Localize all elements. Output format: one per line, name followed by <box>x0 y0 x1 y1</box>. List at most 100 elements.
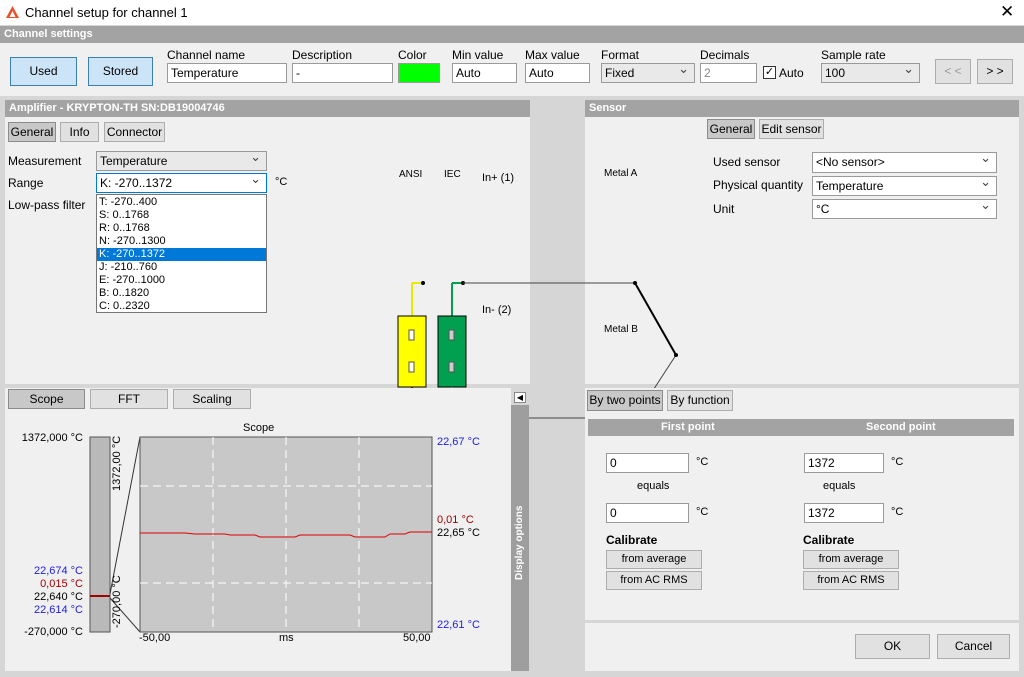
text-input[interactable]: 0 <box>606 503 689 523</box>
diagram-label: In+ (1) <box>482 172 515 184</box>
color-swatch[interactable] <box>398 63 440 83</box>
field-label: Max value <box>525 48 580 62</box>
field-label: Decimals <box>700 48 750 62</box>
checkbox[interactable]: ✓ <box>763 66 776 79</box>
tab[interactable]: Edit sensor <box>759 119 824 139</box>
select[interactable]: Fixed <box>601 62 695 83</box>
ok-button[interactable]: OK <box>855 634 930 659</box>
checkbox-label: Auto <box>779 66 804 80</box>
channel-settings: Channel settings Used Stored Channel nam… <box>0 26 1024 96</box>
button-bar: OK Cancel <box>585 623 1019 671</box>
diagram-label: In- (2) <box>482 304 512 316</box>
option[interactable]: T: -270..400 <box>99 196 158 208</box>
field-label: Channel name <box>167 48 246 62</box>
unit-label: °C <box>696 456 709 468</box>
scale-label: 0,015 °C <box>40 578 83 590</box>
text-input[interactable]: 1372 <box>804 503 884 523</box>
scale-label: -270,000 °C <box>24 626 83 638</box>
tab[interactable]: FFT <box>90 389 168 409</box>
select[interactable]: Temperature <box>812 175 997 196</box>
text-input[interactable]: 0 <box>606 453 689 473</box>
tab[interactable]: By function <box>667 390 733 411</box>
field-label: Description <box>292 48 353 62</box>
close-button[interactable]: ✕ <box>1000 2 1015 21</box>
section-header: Channel settings <box>0 26 1024 43</box>
tab[interactable]: Info <box>60 122 99 142</box>
option[interactable]: N: -270..1300 <box>99 235 166 247</box>
field-label: Format <box>601 48 640 62</box>
calibration-header: First point Second point <box>588 419 1014 436</box>
cancel-button[interactable]: Cancel <box>937 634 1010 659</box>
sensor-panel: Sensor General Edit sensor Used sensor <… <box>585 100 1019 384</box>
option-selected[interactable]: K: -270..1372 <box>97 248 266 261</box>
option[interactable]: R: 0..1768 <box>99 222 150 234</box>
select[interactable]: °C <box>812 198 997 219</box>
bar-label: -270,00 °C <box>111 575 123 628</box>
field-label: Low-pass filter <box>8 198 86 212</box>
field-label: Measurement <box>8 154 82 168</box>
select[interactable]: <No sensor> <box>812 151 997 173</box>
tab[interactable]: General <box>707 119 755 139</box>
text-input[interactable]: Temperature <box>167 63 287 83</box>
field-label: Used sensor <box>713 155 781 169</box>
option[interactable]: E: -270..1000 <box>99 274 166 286</box>
prev-button[interactable]: < < <box>935 59 971 84</box>
unit-label: °C <box>891 506 904 518</box>
display-options-label: Display options <box>514 505 525 580</box>
stored-button[interactable]: Stored <box>88 57 153 86</box>
calibrate-button[interactable]: from AC RMS <box>606 571 702 590</box>
option[interactable]: B: 0..1820 <box>99 287 150 299</box>
diagram-label: IEC <box>444 169 461 180</box>
option[interactable]: C: 0..2320 <box>99 300 150 312</box>
collapse-button[interactable]: ◀ <box>514 392 526 403</box>
option[interactable]: J: -210..760 <box>99 261 158 273</box>
window-title: Channel setup for channel 1 <box>25 5 188 20</box>
tab[interactable]: General <box>8 122 56 142</box>
calibration-panel: By two points By function First point Se… <box>585 388 1019 620</box>
diagram-label: ANSI <box>399 169 423 180</box>
field-label: Unit <box>713 202 735 216</box>
text-input[interactable]: Auto <box>525 63 590 83</box>
scale-label: 0,01 °C <box>437 514 474 526</box>
bar-label: 1372,00 °C <box>111 435 123 491</box>
display-options-bar[interactable]: Display options <box>511 405 529 671</box>
connector-diagram <box>397 281 678 420</box>
app-icon <box>6 6 19 18</box>
text-input[interactable]: 1372 <box>804 453 884 473</box>
calibrate-button[interactable]: from average <box>803 550 899 569</box>
select[interactable]: K: -270..1372 <box>96 172 267 193</box>
scale-label: 1372,000 °C <box>21 432 83 444</box>
column-header: Second point <box>866 421 936 433</box>
scope-plot <box>89 436 433 633</box>
section-header: Sensor <box>585 100 1019 117</box>
scale-label: 22,640 °C <box>33 591 83 603</box>
field-label: Physical quantity <box>713 178 804 192</box>
used-button[interactable]: Used <box>10 57 77 86</box>
field-label: Min value <box>452 48 504 62</box>
unit-label: °C <box>275 176 288 188</box>
equals-label: equals <box>823 480 856 492</box>
text-input[interactable]: - <box>292 63 393 83</box>
column-header: First point <box>661 421 715 433</box>
next-button[interactable]: > > <box>977 59 1013 84</box>
field-label: Range <box>8 176 44 190</box>
text-input[interactable]: Auto <box>452 63 517 83</box>
option[interactable]: S: 0..1768 <box>99 209 150 221</box>
calibrate-button[interactable]: from average <box>606 550 702 569</box>
calibrate-label: Calibrate <box>803 533 855 547</box>
tab[interactable]: Scope <box>8 389 85 409</box>
select[interactable]: Temperature <box>96 150 267 171</box>
x-label: -50,00 <box>139 632 171 644</box>
tab[interactable]: Scaling <box>173 389 251 409</box>
select[interactable]: 100 <box>821 62 920 83</box>
scope-panel: Scope FFT Scaling Scope 1372,000 °C 22,6… <box>5 388 511 671</box>
scope-title: Scope <box>243 422 275 434</box>
tab[interactable]: Connector <box>104 122 165 142</box>
tab[interactable]: By two points <box>587 390 663 411</box>
title-bar: Channel setup for channel 1 ✕ <box>0 0 1024 25</box>
calibrate-button[interactable]: from AC RMS <box>803 571 899 590</box>
unit-label: °C <box>696 506 709 518</box>
text-input[interactable]: 2 <box>700 63 757 83</box>
x-label: ms <box>279 632 294 644</box>
